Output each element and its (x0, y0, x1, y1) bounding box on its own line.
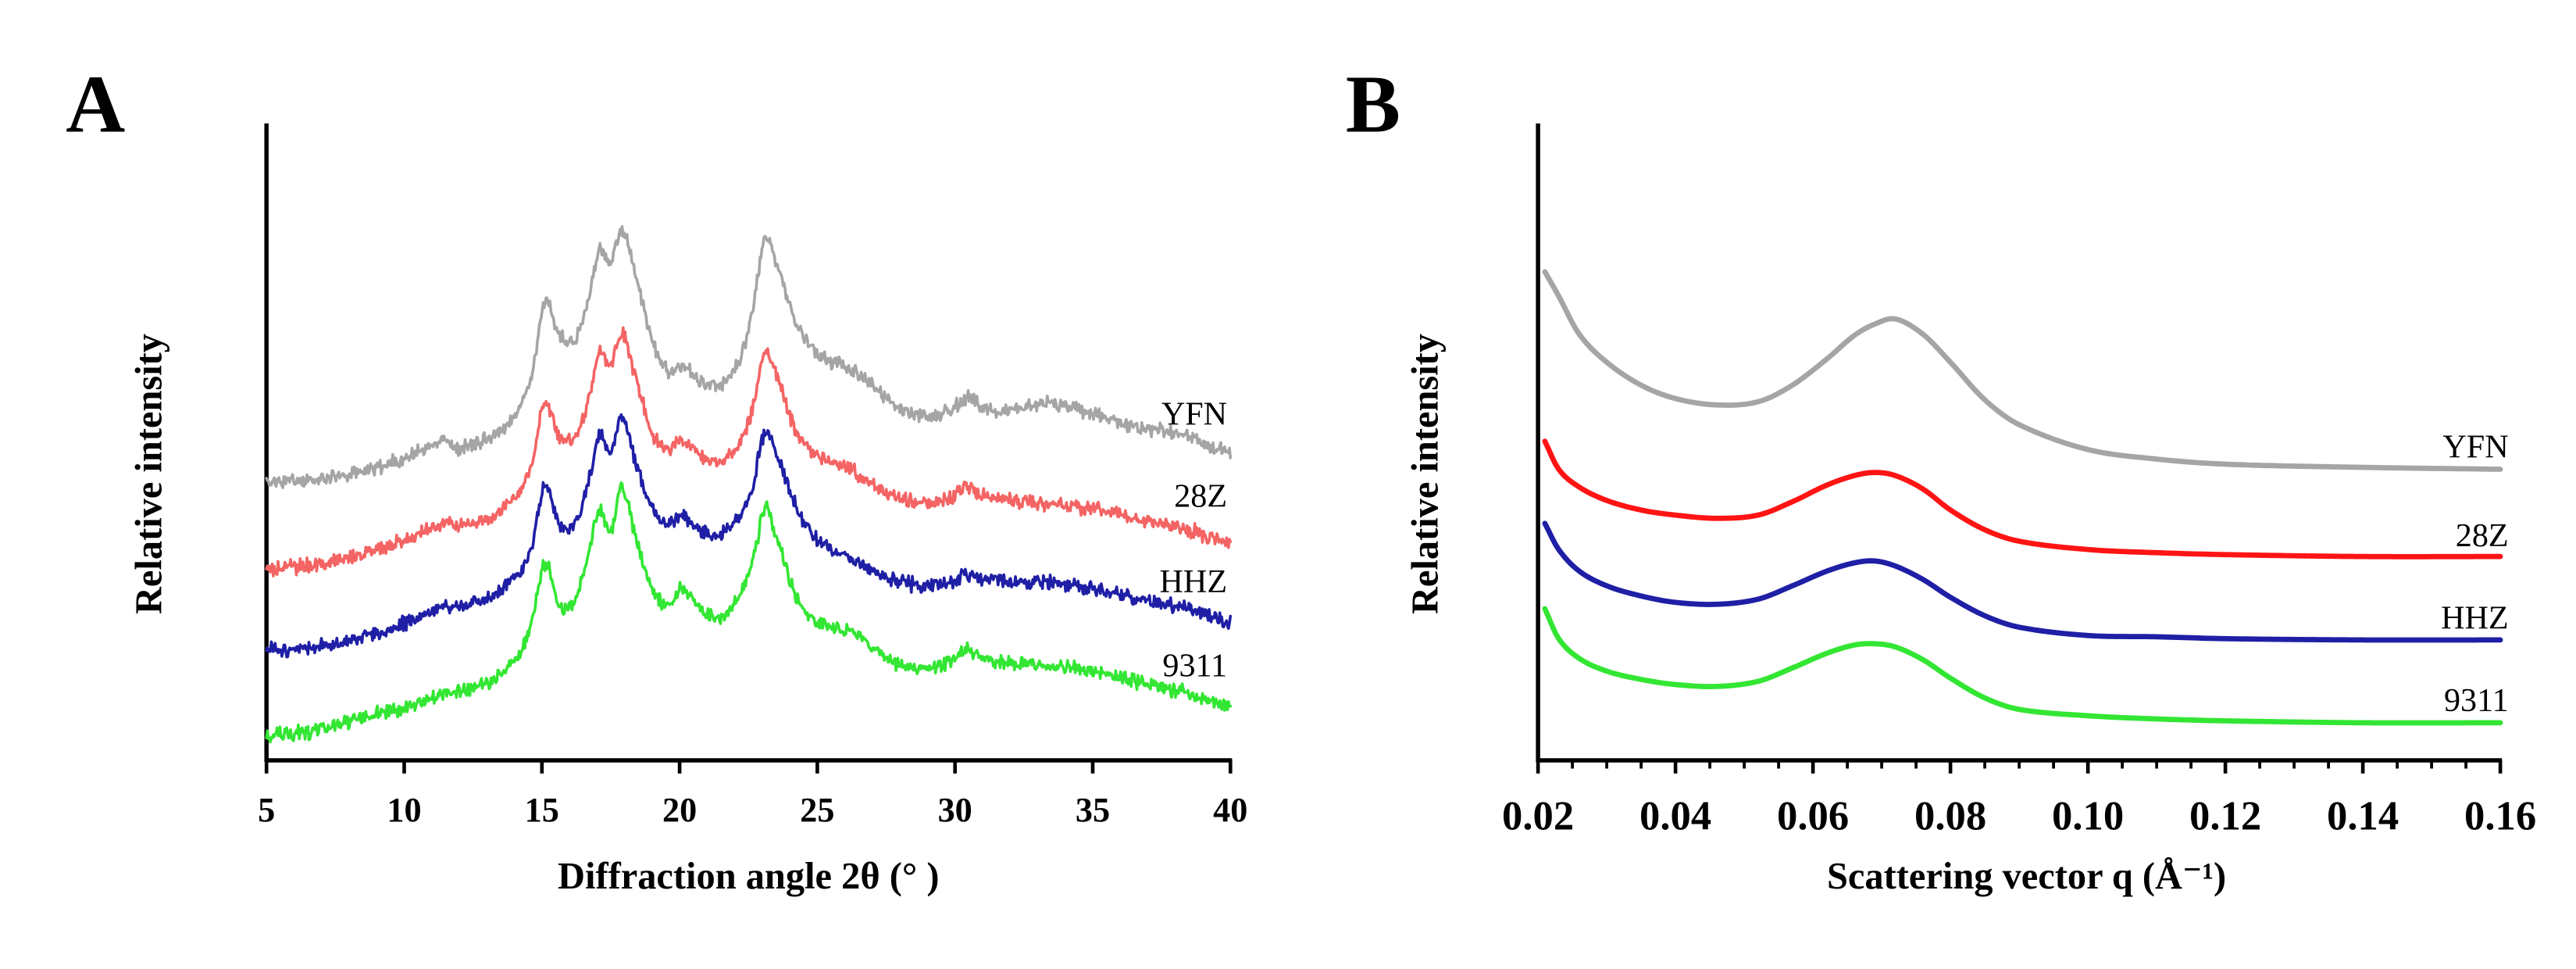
panel-a-xrd-chart: A Relative intensity Diffraction angle 2… (66, 58, 1247, 897)
x-tick-label-b-0.04: 0.04 (1639, 793, 1711, 838)
x-tick-label-a-20: 20 (662, 791, 697, 829)
x-tick-label-a-15: 15 (525, 791, 559, 829)
x-tick-label-b-0.16: 0.16 (2464, 793, 2536, 838)
x-tick-label-a-40: 40 (1213, 791, 1247, 829)
x-tick-label-a-35: 35 (1076, 791, 1110, 829)
x-tick-label-b-0.02: 0.02 (1502, 793, 1574, 838)
x-tick-label-b-0.06: 0.06 (1777, 793, 1849, 838)
x-tick-label-a-25: 25 (800, 791, 834, 829)
series-lines-a (265, 225, 1233, 744)
x-axis-ticks-a: 5 10 15 20 25 30 35 40 (258, 760, 1247, 829)
x-tick-label-b-0.12: 0.12 (2189, 793, 2261, 838)
series-lines-b (1542, 269, 2503, 726)
series-labels-a: YFN 28Z HHZ 9311 (1160, 395, 1228, 684)
x-tick-label-a-10: 10 (387, 791, 421, 829)
series-label-a-28z: 28Z (1174, 478, 1227, 515)
x-tick-label-a-5: 5 (258, 791, 275, 829)
panel-label-b: B (1346, 58, 1400, 149)
series-labels-b: YFN 28Z HHZ 9311 (2441, 428, 2509, 718)
series-label-b-yfn: YFN (2442, 428, 2508, 465)
series-line-a-yfn (265, 225, 1233, 489)
series-line-a-28z (265, 326, 1233, 577)
series-line-b-28z (1542, 438, 2503, 560)
series-line-b-9311 (1542, 606, 2503, 726)
series-line-a-hhz (265, 413, 1233, 659)
x-tick-label-b-0.10: 0.10 (2052, 793, 2124, 838)
x-tick-label-a-30: 30 (938, 791, 972, 829)
y-axis-title-b: Relative intensity (1405, 334, 1447, 614)
x-tick-label-b-0.08: 0.08 (1914, 793, 1986, 838)
series-label-b-9311: 9311 (2444, 682, 2509, 719)
x-axis-title-b: Scattering vector q (Å⁻¹) (1827, 856, 2226, 897)
series-label-b-hhz: HHZ (2441, 599, 2509, 636)
y-axis-title-a: Relative intensity (128, 334, 169, 614)
series-line-a-9311 (265, 481, 1233, 744)
x-tick-label-b-0.14: 0.14 (2327, 793, 2399, 838)
panel-b-saxs-chart: B Relative intensity Scattering vector q… (1346, 58, 2536, 897)
panel-label-a: A (66, 58, 125, 149)
x-axis-ticks-b: 0.02 0.04 0.06 0.08 0.10 0.12 0.14 0.16 (1502, 760, 2536, 838)
series-line-b-hhz (1542, 520, 2503, 643)
series-label-a-yfn: YFN (1161, 395, 1227, 432)
series-label-a-9311: 9311 (1162, 648, 1227, 685)
series-label-a-hhz: HHZ (1160, 563, 1228, 600)
series-line-b-yfn (1542, 269, 2503, 472)
x-axis-title-a: Diffraction angle 2θ (° ) (558, 856, 939, 897)
series-label-b-28z: 28Z (2456, 517, 2509, 554)
